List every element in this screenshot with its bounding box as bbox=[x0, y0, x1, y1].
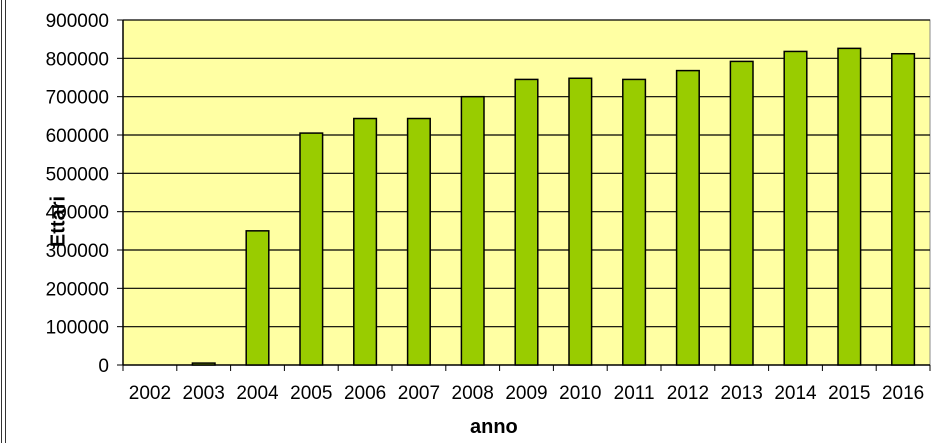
y-tick-label: 600000 bbox=[46, 126, 109, 147]
y-tick-label: 300000 bbox=[46, 241, 109, 262]
y-tick-label: 0 bbox=[98, 356, 109, 377]
left-border-line-inner bbox=[5, 0, 6, 443]
bar-2007 bbox=[406, 117, 431, 366]
x-tick-label: 2009 bbox=[505, 383, 547, 404]
bar-2016 bbox=[891, 52, 916, 366]
bar-2010 bbox=[568, 77, 593, 366]
y-tick-label: 400000 bbox=[46, 203, 109, 224]
bar-2011 bbox=[622, 78, 647, 366]
bar-2009 bbox=[514, 78, 539, 366]
bar-2003 bbox=[191, 362, 216, 366]
y-tick-label: 100000 bbox=[46, 318, 109, 339]
left-border-line bbox=[1, 0, 2, 443]
x-tick-label: 2013 bbox=[721, 383, 763, 404]
x-tick-label: 2006 bbox=[344, 383, 386, 404]
x-tick-label: 2014 bbox=[774, 383, 817, 404]
bar-2014 bbox=[783, 50, 808, 366]
y-tick-label: 500000 bbox=[46, 164, 109, 185]
bar-2005 bbox=[299, 132, 324, 366]
bar-2006 bbox=[353, 117, 378, 366]
x-tick-label: 2012 bbox=[667, 383, 709, 404]
x-tick-label: 2010 bbox=[559, 383, 601, 404]
bar-2004 bbox=[245, 230, 270, 366]
x-tick-label: 2003 bbox=[183, 383, 225, 404]
x-tick-label: 2016 bbox=[882, 383, 924, 404]
y-tick-label: 900000 bbox=[46, 11, 109, 32]
y-tick-label: 800000 bbox=[46, 49, 109, 70]
x-tick-label: 2005 bbox=[290, 383, 332, 404]
y-tick-label: 700000 bbox=[46, 88, 109, 109]
x-tick-label: 2002 bbox=[129, 383, 171, 404]
x-axis-label: anno bbox=[470, 416, 518, 438]
bar-2012 bbox=[675, 69, 700, 366]
x-tick-label: 2011 bbox=[614, 383, 655, 404]
bar-2008 bbox=[460, 95, 485, 366]
x-tick-label: 2015 bbox=[828, 383, 870, 404]
y-tick-label: 200000 bbox=[46, 279, 109, 300]
x-tick-label: 2008 bbox=[452, 383, 494, 404]
bar-2015 bbox=[837, 47, 862, 366]
y-axis-label: Ettari bbox=[47, 195, 70, 248]
x-tick-label: 2004 bbox=[236, 383, 279, 404]
x-tick-label: 2007 bbox=[398, 383, 440, 404]
bar-2013 bbox=[729, 60, 754, 366]
